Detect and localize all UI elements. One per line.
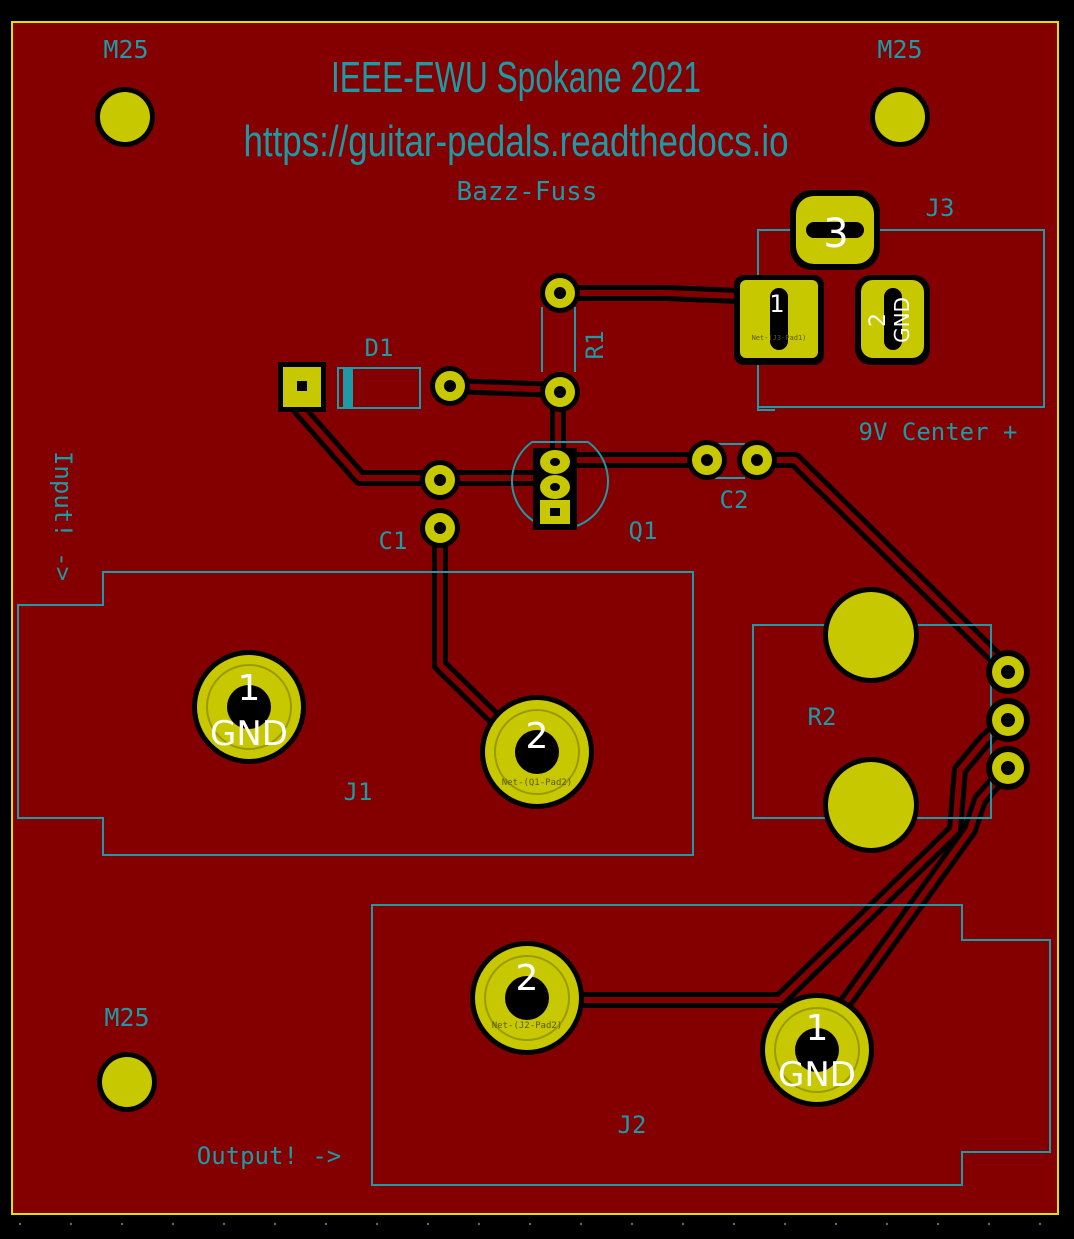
r1-outline (541, 307, 576, 372)
j2-outline (371, 904, 1051, 1186)
grid-dot (732, 1222, 736, 1226)
j1-ref: J1 (344, 778, 373, 806)
grid-dot (1038, 1222, 1042, 1226)
j2-pad-1-number: 1 (806, 1008, 829, 1049)
j1-pad-1-net: GND (210, 714, 288, 754)
j3-pad-2-number: 2 (866, 313, 891, 327)
j2-pad-2-number: 2 (516, 958, 539, 999)
grid-dot (987, 1222, 991, 1226)
d1-outline (337, 367, 421, 409)
r2-ref: R2 (808, 703, 837, 731)
j3-ref: J3 (926, 194, 955, 222)
grid-dot (936, 1222, 940, 1226)
j3-pads (734, 190, 930, 365)
c1-ref: C1 (379, 527, 408, 555)
j1-pad-2-number: 2 (526, 716, 549, 757)
c2-outline (715, 443, 745, 479)
grid-dot (18, 1222, 22, 1226)
m25-tl-label: M25 (103, 35, 148, 64)
grid-dot (783, 1222, 787, 1226)
grid-dot (885, 1222, 889, 1226)
j2-pad-1-net: GND (778, 1055, 856, 1095)
grid-dots (18, 1222, 1042, 1226)
r1-ref: R1 (581, 331, 609, 360)
grid-dot (630, 1222, 634, 1226)
q1-ref: Q1 (629, 517, 658, 545)
grid-dot (834, 1222, 838, 1226)
grid-dot (120, 1222, 124, 1226)
grid-dot (528, 1222, 532, 1226)
silkscreen-outlines (17, 229, 1051, 1186)
j3-pad-1-number: 1 (769, 290, 784, 318)
grid-dot (273, 1222, 277, 1226)
d1-cathode-band (343, 367, 353, 409)
c2-ref: C2 (720, 486, 749, 514)
m25-bl-label: M25 (104, 1003, 149, 1032)
grid-dot (477, 1222, 481, 1226)
pad-labels: 1 GND 2 Net-(Q1-Pad2) 2 Net-(J2-Pad2) 1 … (210, 211, 914, 1095)
j1-outline (17, 571, 694, 856)
mounting-holes (95, 87, 930, 1112)
silkscreen-text: IEEE-EWU Spokane 2021 https://guitar-ped… (49, 35, 1017, 1170)
grid-dot (579, 1222, 583, 1226)
m25-tr-label: M25 (877, 35, 922, 64)
r2-mount-top (828, 592, 914, 678)
grid-dot (69, 1222, 73, 1226)
grid-dot (681, 1222, 685, 1226)
r2-mount-bottom (828, 762, 914, 848)
j3-pad-3-number: 3 (823, 211, 848, 257)
j3-pad-1-net: Net-(J3-Pad1) (752, 334, 807, 342)
grid-dot (375, 1222, 379, 1226)
j2-pad-2-net: Net-(J2-Pad2) (492, 1021, 562, 1031)
j3-corner (757, 395, 775, 411)
grid-dot (222, 1222, 226, 1226)
board-name: Bazz-Fuss (457, 177, 598, 207)
jack-pads (192, 650, 874, 1107)
grid-dot (171, 1222, 175, 1226)
j1-pad-1-number: 1 (238, 668, 261, 709)
d1-ref: D1 (365, 334, 394, 362)
board-title: IEEE-EWU Spokane 2021 (331, 53, 701, 102)
small-pads (278, 273, 1030, 853)
board-url: https://guitar-pedals.readthedocs.io (244, 117, 789, 166)
grid-dot (426, 1222, 430, 1226)
grid-dot (324, 1222, 328, 1226)
j1-pad-2-net: Net-(Q1-Pad2) (502, 778, 572, 788)
m25-tr-hole (875, 92, 925, 142)
power-label: 9V Center + (859, 418, 1018, 446)
m25-tl-hole (100, 92, 150, 142)
j2-ref: J2 (618, 1111, 647, 1139)
m25-bl-hole (102, 1057, 152, 1107)
input-label: Input! -> (49, 451, 77, 581)
j3-pad-2-net: GND (890, 297, 914, 343)
output-label: Output! -> (197, 1142, 342, 1170)
